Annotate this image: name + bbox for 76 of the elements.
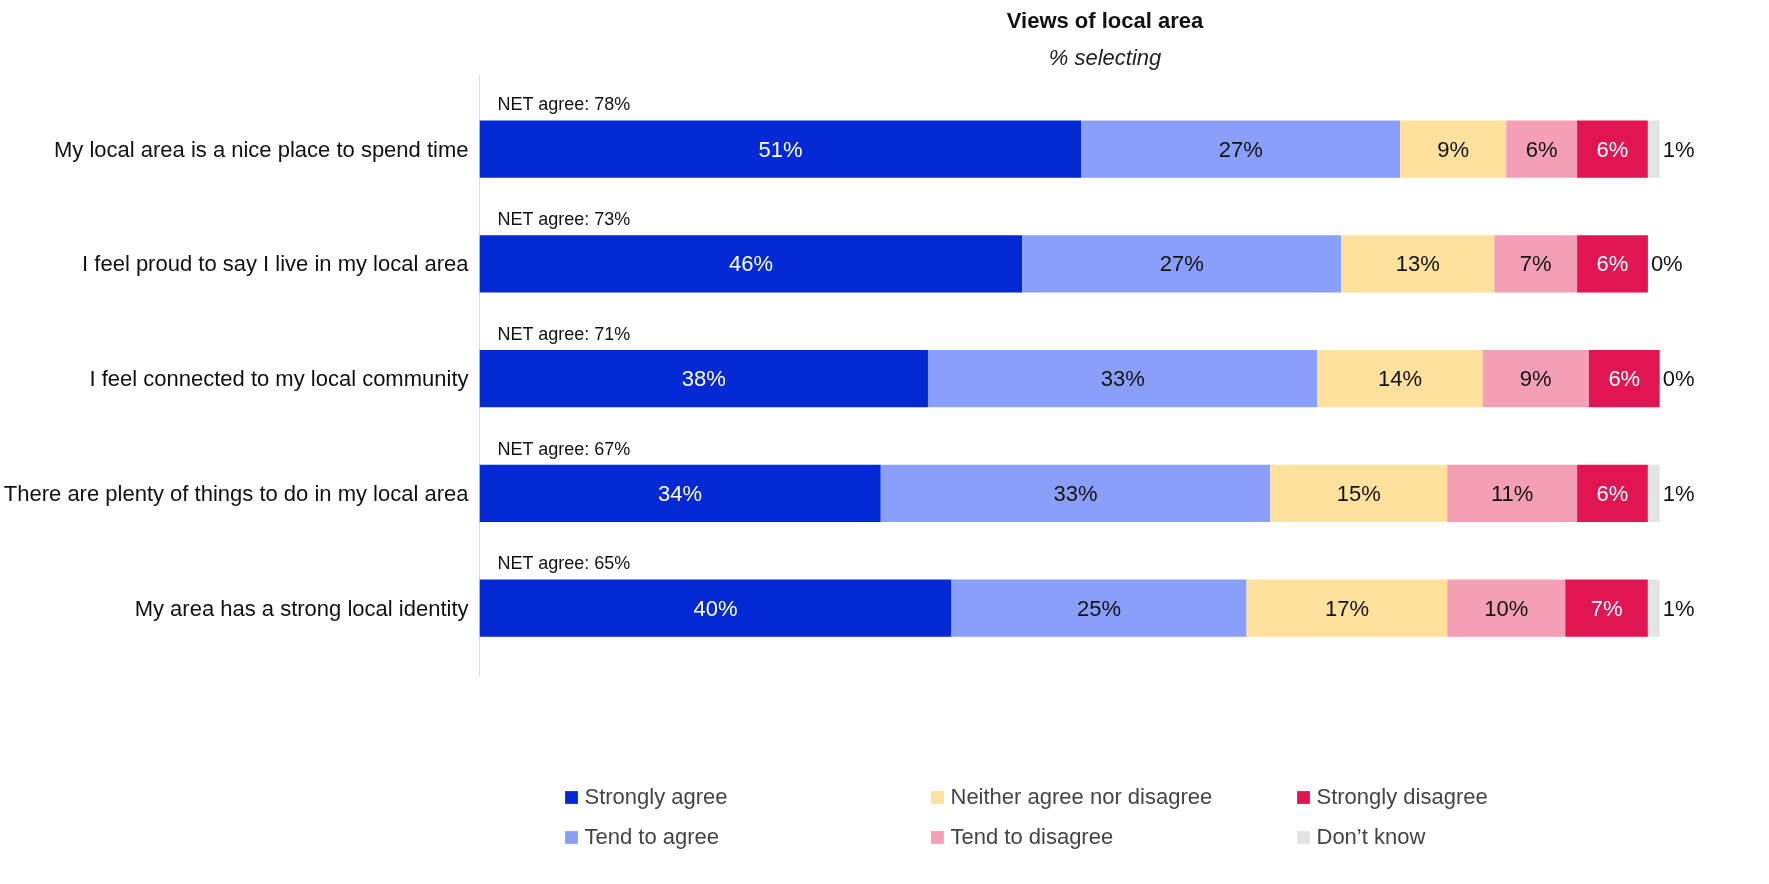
bar <box>1577 464 1648 522</box>
y-tick-label: I feel proud to say I live in my local area <box>82 251 470 277</box>
annotation: NET agree: 78% <box>497 94 631 115</box>
data-label: 40% <box>693 595 738 621</box>
chart-title: Views of local area <box>1006 7 1204 33</box>
annotation: NET agree: 71% <box>497 323 631 344</box>
bar <box>1577 120 1648 178</box>
y-tick-label: My local area is a nice place to spend time <box>53 136 469 162</box>
bar <box>1494 235 1578 293</box>
data-label: 27% <box>1159 251 1204 277</box>
bar <box>1647 464 1660 522</box>
bar <box>1317 349 1483 408</box>
data-label: 11% <box>1490 480 1534 506</box>
bar <box>479 120 1082 178</box>
annotation: NET agree: 65% <box>497 553 631 574</box>
y-tick-label: There are plenty of things to do in my local area <box>3 480 470 506</box>
bar <box>1270 464 1448 522</box>
bar <box>479 579 952 637</box>
data-label: 1% <box>1662 136 1695 162</box>
bar <box>1577 235 1648 293</box>
data-label: 33% <box>1100 366 1145 392</box>
data-label: 51% <box>758 136 803 162</box>
data-label: 6% <box>1596 480 1629 506</box>
annotation: NET agree: 73% <box>497 209 631 230</box>
data-label: 15% <box>1336 480 1381 506</box>
chart-subtitle: % selecting <box>1048 44 1163 70</box>
data-label: 10% <box>1484 595 1529 621</box>
data-label: 7% <box>1519 251 1552 277</box>
bar <box>1400 120 1507 178</box>
bar <box>1588 349 1660 408</box>
legend-label: Neither agree nor disagree <box>950 784 1214 810</box>
data-label: 17% <box>1324 595 1369 621</box>
bar <box>927 349 1318 408</box>
data-label: 25% <box>1077 595 1122 621</box>
bar <box>1506 120 1578 178</box>
bar <box>1482 349 1589 408</box>
data-label: 1% <box>1662 480 1695 506</box>
bar <box>1246 579 1448 637</box>
legend-label: Tend to disagree <box>950 824 1115 850</box>
data-label: 6% <box>1525 136 1558 162</box>
data-label: 38% <box>681 366 726 392</box>
data-label: 0% <box>1650 251 1683 277</box>
annotation: NET agree: 67% <box>497 438 631 459</box>
bar <box>1081 120 1401 178</box>
bar <box>1565 579 1648 637</box>
bar <box>1447 464 1578 522</box>
bar <box>1022 235 1342 293</box>
data-label: 14% <box>1378 366 1423 392</box>
y-tick-label: I feel connected to my local community <box>89 366 469 392</box>
data-label: 9% <box>1519 366 1552 392</box>
data-label: 1% <box>1662 595 1695 621</box>
y-tick-label: My area has a strong local identity <box>134 595 469 621</box>
bar <box>951 579 1247 637</box>
bar <box>1647 120 1660 178</box>
bar <box>880 464 1271 522</box>
legend-label: Don’t know <box>1316 824 1427 850</box>
data-label: 9% <box>1437 136 1470 162</box>
data-label: 6% <box>1608 366 1641 392</box>
legend-label: Strongly agree <box>584 784 729 810</box>
data-label: 33% <box>1053 480 1098 506</box>
data-label: 6% <box>1596 136 1629 162</box>
data-label: 7% <box>1590 595 1623 621</box>
bar <box>479 235 1023 293</box>
data-label: 27% <box>1218 136 1263 162</box>
bar <box>479 464 881 522</box>
data-label: 0% <box>1662 366 1695 392</box>
data-label: 13% <box>1395 251 1440 277</box>
legend-label: Strongly disagree <box>1316 784 1489 810</box>
bar <box>1447 579 1566 637</box>
data-label: 34% <box>658 480 703 506</box>
bar <box>1341 235 1495 293</box>
data-label: 46% <box>728 251 773 277</box>
bar <box>479 349 928 408</box>
legend-label: Tend to agree <box>584 824 721 850</box>
data-label: 6% <box>1596 251 1629 277</box>
bar <box>1647 579 1660 637</box>
